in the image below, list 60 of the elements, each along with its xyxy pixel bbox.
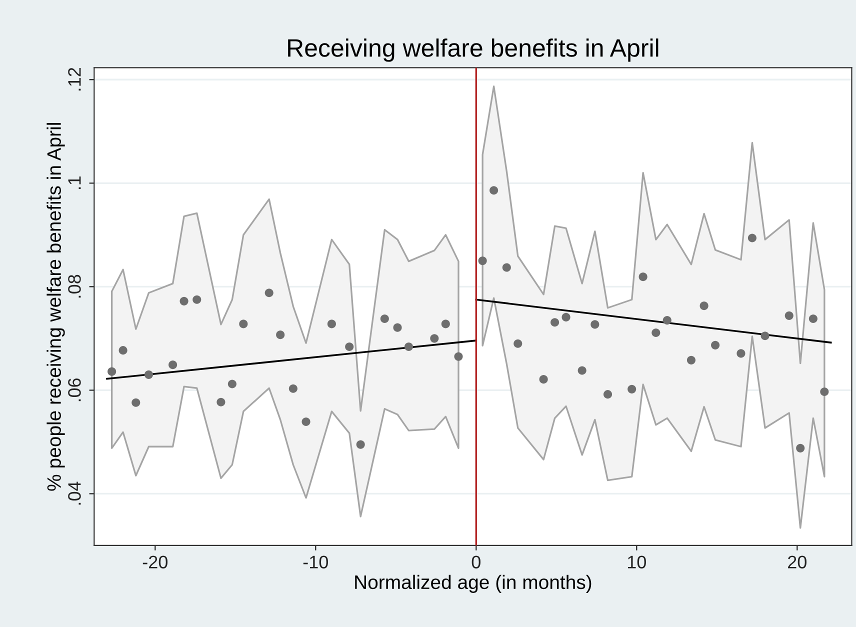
y-tick-label: .1 [68,176,81,190]
point [478,256,487,266]
point [132,398,140,407]
point [562,312,570,322]
point [441,320,450,328]
y-tick-label: .08 [68,274,81,298]
y-axis-title: % people receiving welfare benefits in April [46,123,65,491]
x-tick-label: 10 [628,556,646,568]
point [748,234,756,242]
y-tick-label: .06 [68,378,81,402]
point [404,342,414,351]
point [356,440,365,449]
point [490,186,498,195]
point [590,320,600,329]
point [539,375,548,384]
x-axis-title: Normalized age (in months) [355,574,592,593]
point [700,302,708,310]
point [168,360,178,370]
point [760,332,770,340]
point [603,390,612,399]
point [192,295,202,304]
point [108,367,116,376]
point [302,417,310,426]
point [578,366,586,375]
point [430,334,439,343]
point [662,316,672,325]
point [393,323,402,332]
point [144,370,154,379]
point [288,384,298,393]
x-tick-label: 0 [472,556,480,568]
point [345,342,354,351]
point [380,314,389,324]
x-tick-label: -20 [142,556,168,568]
point [796,444,805,452]
point [276,330,285,340]
point [808,314,818,324]
point [180,296,188,306]
point [638,272,648,282]
point [228,380,236,388]
point [652,328,660,338]
point [239,320,248,328]
point [502,263,511,272]
y-tick-label: .04 [68,482,81,505]
point [550,318,560,327]
x-tick-label: 20 [788,556,806,568]
point [327,320,336,328]
point [711,340,720,350]
point [784,311,794,320]
x-tick-label: -10 [303,556,328,568]
point [264,288,274,298]
chart-title: Receiving welfare benefits in April [288,38,658,62]
point [216,398,226,406]
point [118,346,128,355]
point [686,356,696,364]
point [736,349,746,358]
point [820,387,829,396]
point [628,384,636,394]
point [514,339,522,348]
y-tick-label: .12 [68,68,81,91]
point [454,352,463,361]
